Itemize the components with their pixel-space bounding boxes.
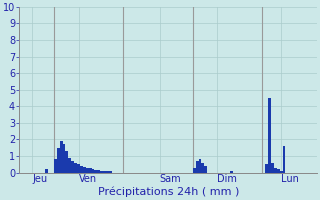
X-axis label: Précipitations 24h ( mm ): Précipitations 24h ( mm ) xyxy=(98,187,239,197)
Bar xyxy=(86,168,89,173)
Bar xyxy=(199,159,202,173)
Bar xyxy=(77,164,80,173)
Bar xyxy=(68,158,71,173)
Bar xyxy=(45,169,48,173)
Bar xyxy=(109,171,112,173)
Bar xyxy=(57,148,60,173)
Bar xyxy=(71,161,74,173)
Bar xyxy=(268,98,271,173)
Bar xyxy=(274,168,277,173)
Bar xyxy=(100,171,103,173)
Bar xyxy=(94,170,97,173)
Bar xyxy=(277,169,280,173)
Bar xyxy=(83,167,86,173)
Bar xyxy=(89,168,92,173)
Bar xyxy=(92,169,94,173)
Bar xyxy=(202,163,204,173)
Bar xyxy=(66,151,68,173)
Bar xyxy=(80,166,83,173)
Bar xyxy=(97,170,100,173)
Bar xyxy=(271,163,274,173)
Bar xyxy=(193,168,196,173)
Bar xyxy=(280,171,283,173)
Bar xyxy=(54,159,57,173)
Bar xyxy=(106,171,109,173)
Bar xyxy=(60,141,63,173)
Bar xyxy=(196,161,199,173)
Bar xyxy=(63,144,66,173)
Bar xyxy=(265,164,268,173)
Bar xyxy=(204,166,207,173)
Bar xyxy=(283,146,285,173)
Bar xyxy=(74,163,77,173)
Bar xyxy=(230,171,233,173)
Bar xyxy=(103,171,106,173)
